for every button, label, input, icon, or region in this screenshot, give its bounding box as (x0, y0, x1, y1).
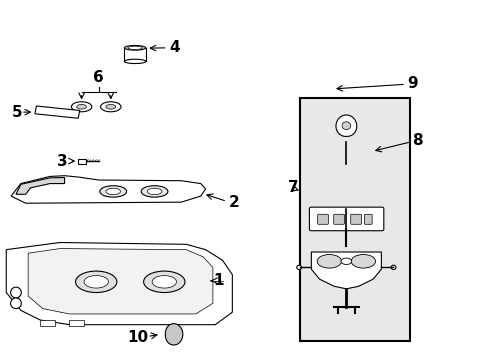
Ellipse shape (390, 265, 395, 270)
Ellipse shape (141, 186, 167, 197)
Ellipse shape (341, 122, 350, 130)
Text: 2: 2 (228, 195, 239, 210)
Ellipse shape (296, 265, 301, 270)
Text: 3: 3 (57, 154, 68, 168)
Polygon shape (16, 177, 64, 194)
Ellipse shape (340, 258, 351, 265)
Ellipse shape (127, 46, 142, 49)
Ellipse shape (143, 271, 184, 293)
FancyBboxPatch shape (333, 214, 344, 224)
Ellipse shape (11, 298, 21, 309)
FancyBboxPatch shape (317, 214, 328, 224)
Text: 6: 6 (93, 70, 104, 85)
FancyBboxPatch shape (78, 158, 86, 163)
Polygon shape (28, 249, 212, 314)
Polygon shape (165, 324, 183, 345)
Text: 5: 5 (12, 105, 22, 120)
Ellipse shape (101, 102, 121, 112)
Polygon shape (335, 115, 356, 136)
Ellipse shape (84, 275, 108, 288)
Text: 9: 9 (407, 76, 417, 91)
Ellipse shape (106, 188, 120, 195)
Polygon shape (11, 176, 205, 203)
Ellipse shape (100, 186, 126, 197)
Ellipse shape (124, 45, 145, 50)
FancyBboxPatch shape (40, 320, 55, 327)
Text: 8: 8 (411, 133, 422, 148)
Text: 10: 10 (127, 330, 149, 345)
Ellipse shape (317, 255, 341, 268)
Ellipse shape (106, 104, 116, 109)
FancyBboxPatch shape (350, 214, 361, 224)
Text: 4: 4 (169, 40, 180, 55)
Ellipse shape (124, 59, 145, 64)
Text: 7: 7 (287, 180, 298, 195)
Ellipse shape (152, 275, 176, 288)
Polygon shape (6, 243, 232, 325)
FancyBboxPatch shape (364, 214, 371, 224)
Ellipse shape (147, 188, 162, 195)
Polygon shape (311, 252, 381, 289)
Ellipse shape (77, 104, 86, 109)
Ellipse shape (71, 102, 92, 112)
Ellipse shape (350, 255, 375, 268)
Ellipse shape (11, 287, 21, 298)
Polygon shape (35, 106, 80, 118)
Ellipse shape (75, 271, 117, 293)
Text: 1: 1 (212, 273, 223, 288)
FancyBboxPatch shape (309, 207, 383, 231)
Bar (300, 98, 409, 341)
FancyBboxPatch shape (69, 320, 84, 327)
